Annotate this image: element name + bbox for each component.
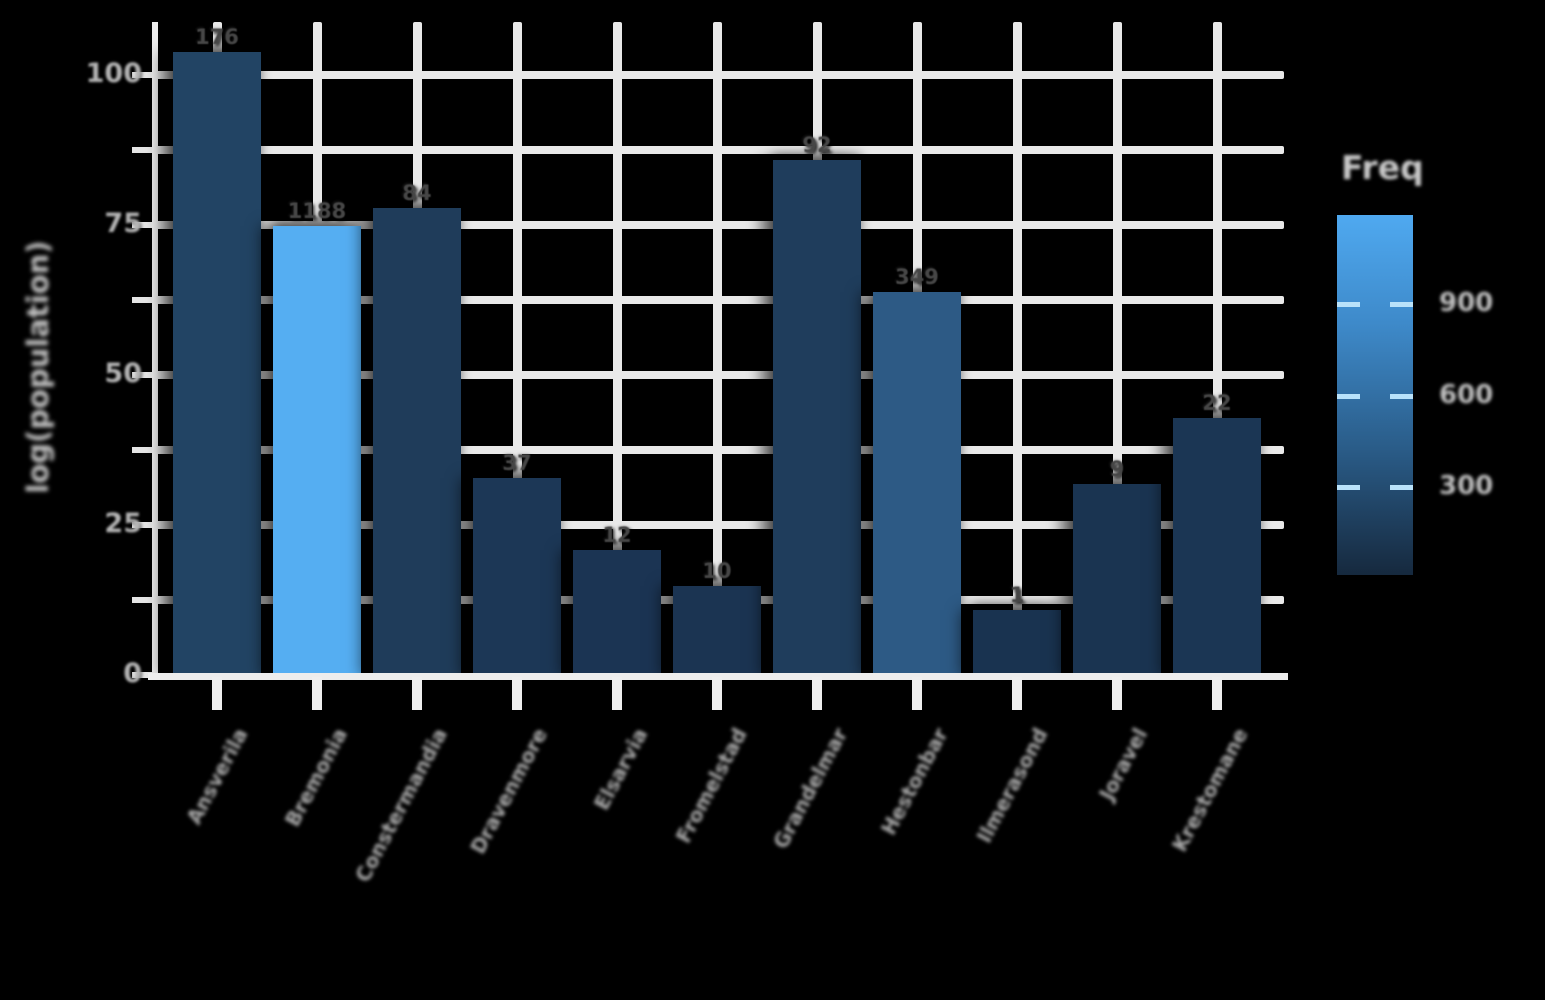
- y-axis-title: log(population): [21, 240, 55, 494]
- x-axis-tick-label: Constermandia: [350, 724, 453, 887]
- x-axis-tick-label: Elsarvia: [589, 724, 653, 815]
- bar-value-label: 1188: [287, 199, 347, 223]
- bar-value-label: 1: [1009, 583, 1025, 607]
- bar-value-label: 9: [1109, 457, 1125, 481]
- x-axis-tick: [912, 677, 922, 710]
- bar-value-label: 10: [702, 559, 732, 583]
- bar: [673, 586, 761, 676]
- x-axis-tick-label: Dravenmore: [465, 724, 553, 858]
- y-axis-tick: [132, 297, 152, 303]
- colorbar-tick-label: 900: [1439, 288, 1494, 318]
- x-axis-tick-label: Grandelmar: [768, 724, 853, 853]
- gridline-vertical: [613, 22, 622, 676]
- bar-value-label: 12: [602, 523, 632, 547]
- y-axis-tick: [132, 147, 152, 153]
- bar-value-label: 22: [1202, 391, 1232, 415]
- y-axis-tick-label: 0: [123, 658, 142, 689]
- bar: [473, 478, 561, 676]
- y-axis-tick: [132, 72, 152, 78]
- gridline-vertical: [1213, 22, 1222, 676]
- y-axis-line: [152, 22, 158, 680]
- colorbar-tick-left: [1337, 394, 1360, 399]
- gridline-vertical: [1113, 22, 1122, 676]
- x-axis-tick-label: Fromelstad: [671, 724, 753, 847]
- x-axis-tick: [1112, 677, 1122, 710]
- y-axis-tick-label: 25: [104, 508, 142, 539]
- x-axis-tick: [712, 677, 722, 710]
- x-axis-tick: [512, 677, 522, 710]
- colorbar-tick-label: 600: [1439, 380, 1494, 410]
- bar: [1073, 484, 1161, 676]
- gridline-vertical: [713, 22, 722, 676]
- bar-value-label: 176: [195, 25, 239, 49]
- y-axis-tick: [132, 522, 152, 528]
- bar: [773, 160, 861, 676]
- x-axis-tick-label: Ansverila: [181, 724, 253, 829]
- x-axis-tick: [412, 677, 422, 710]
- bar-value-label: 84: [402, 181, 432, 205]
- bar: [573, 550, 661, 676]
- y-axis-tick: [132, 447, 152, 453]
- colorbar-tick-right: [1390, 485, 1413, 490]
- bar: [273, 226, 361, 676]
- gridline-vertical: [513, 22, 522, 676]
- legend-title: Freq: [1341, 148, 1424, 187]
- x-axis-tick: [212, 677, 222, 710]
- bar: [373, 208, 461, 676]
- x-axis-tick: [312, 677, 322, 710]
- bar-value-label: 92: [802, 133, 832, 157]
- x-axis-tick-label: Krestomane: [1167, 724, 1253, 856]
- y-axis-tick-label: 100: [85, 58, 142, 89]
- bar: [173, 52, 261, 676]
- colorbar-tick-left: [1337, 485, 1360, 490]
- y-axis-tick-label: 50: [104, 358, 142, 389]
- x-axis-tick-label: Joravel: [1094, 724, 1153, 805]
- x-axis-tick: [1212, 677, 1222, 710]
- y-axis-tick: [132, 372, 152, 378]
- bar: [1173, 418, 1261, 676]
- colorbar-tick-right: [1390, 302, 1413, 307]
- colorbar-tick-left: [1337, 302, 1360, 307]
- x-axis-tick: [812, 677, 822, 710]
- bar: [873, 292, 961, 676]
- y-axis-tick: [132, 597, 152, 603]
- x-axis-tick: [1012, 677, 1022, 710]
- y-axis-tick: [132, 672, 152, 678]
- x-axis-tick-label: Hestonbar: [875, 724, 953, 839]
- x-axis-line: [148, 673, 1288, 680]
- y-axis-tick-label: 75: [104, 208, 142, 239]
- x-axis-tick: [612, 677, 622, 710]
- bar-value-label: 349: [895, 265, 939, 289]
- colorbar-tick-right: [1390, 394, 1413, 399]
- gridline-vertical: [1013, 22, 1022, 676]
- bar: [973, 610, 1061, 676]
- y-axis-tick: [132, 222, 152, 228]
- bar-value-label: 37: [502, 451, 532, 475]
- x-axis-tick-label: Ilmerasond: [971, 724, 1053, 847]
- x-axis-tick-label: Bremonia: [280, 724, 353, 831]
- colorbar-tick-label: 300: [1439, 471, 1494, 501]
